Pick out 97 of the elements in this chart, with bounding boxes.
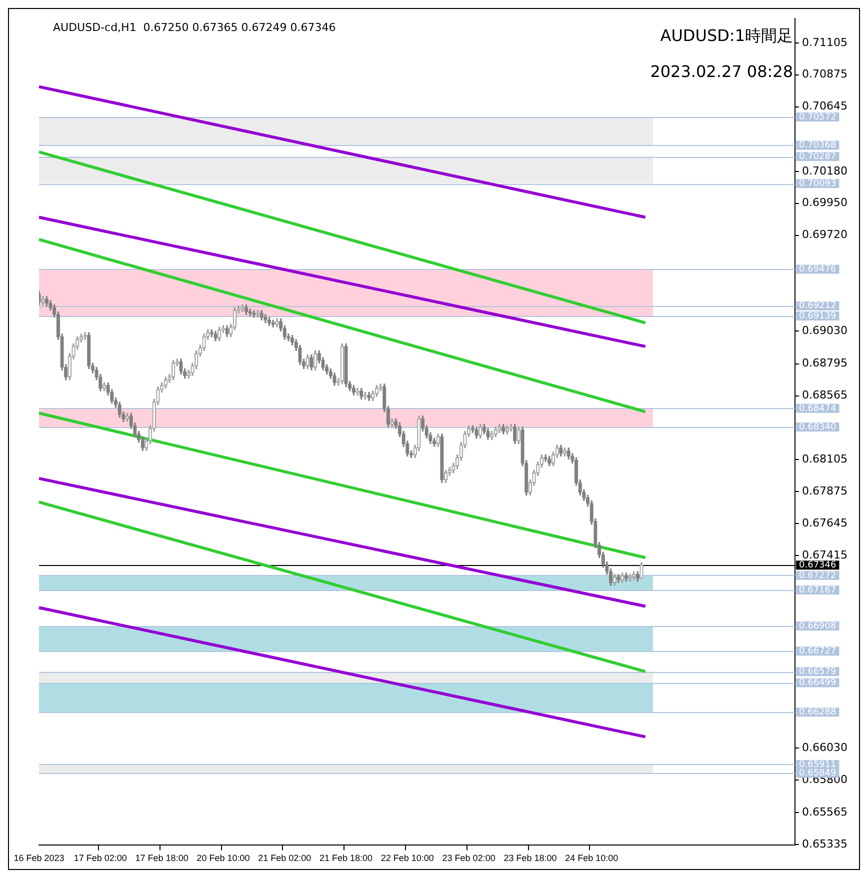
ref-line-label: 0.66288 [799, 707, 836, 718]
ref-line-label: 0.70093 [799, 178, 836, 189]
annotation: AUDUSD-cd,H1 0.67250 0.67365 0.67249 0.67346 [53, 20, 336, 34]
y-tick-label: 0.69030 [802, 324, 848, 338]
candlestick [214, 330, 218, 342]
ref-line-label: 0.66908 [799, 621, 836, 632]
candlestick [505, 425, 510, 434]
x-tick-label: 23 Feb 02:00 [442, 853, 496, 864]
candlestick [548, 456, 552, 466]
ref-line-label: 0.67346 [799, 560, 836, 570]
candlestick [244, 304, 248, 315]
x-tick-label: 17 Feb 18:00 [135, 853, 188, 864]
candlestick [390, 418, 394, 428]
ref-line-label: 0.67272 [799, 570, 836, 581]
candlestick [248, 308, 252, 316]
text: 2023.02.27 08:28 [650, 62, 793, 81]
ref-line-label: 0.70572 [799, 112, 836, 122]
y-tick-label: 0.65565 [802, 805, 848, 818]
candlestick [356, 388, 360, 396]
y-tick-label: 0.66030 [802, 740, 848, 754]
ref-line-label: 0.66499 [799, 678, 836, 688]
text: AUDUSD:1時間足 [660, 26, 793, 45]
x-tick-label: 20 Feb 10:00 [196, 853, 250, 864]
candlestick [612, 574, 616, 586]
candlestick [344, 343, 348, 388]
ref-line-label: 0.66727 [799, 646, 836, 656]
candlestick [544, 454, 548, 462]
candlestick [636, 571, 640, 582]
candlestick [218, 326, 222, 342]
y-tick-label: 0.65335 [802, 837, 848, 850]
y-tick-label: 0.69950 [802, 196, 848, 210]
candlestick [267, 316, 272, 326]
candlestick [509, 424, 513, 432]
x-tick-label: 16 Feb 2023 [14, 853, 64, 864]
candlestick [486, 428, 490, 440]
y-tick-label: 0.68565 [802, 388, 848, 402]
candlestick [306, 354, 310, 370]
candlestick [516, 426, 521, 444]
candlestick [310, 354, 314, 370]
candlestick [271, 320, 275, 328]
candlestick [264, 314, 268, 324]
ref-line-label: 0.67167 [799, 585, 836, 596]
candlestick [616, 574, 620, 583]
ref-line-label: 0.68340 [799, 422, 836, 432]
ref-line-label: 0.69139 [799, 311, 836, 322]
x-tick-label: 21 Feb 02:00 [258, 853, 312, 864]
candlestick [474, 426, 478, 438]
candlestick [490, 430, 494, 440]
candlestick [559, 444, 563, 457]
candlestick [102, 382, 106, 392]
candlestick [624, 572, 628, 582]
x-tick-label: 17 Feb 02:00 [74, 853, 127, 864]
candlestick [87, 332, 91, 370]
ref-line-label: 0.70368 [799, 140, 836, 151]
ref-line-label: 0.69212 [799, 301, 836, 312]
y-tick-label: 0.69720 [802, 228, 848, 242]
y-tick-label: 0.70180 [802, 164, 848, 178]
candlestick [179, 358, 183, 375]
candlestick [340, 343, 344, 384]
candlestick [513, 424, 517, 444]
y-tick-label: 0.68795 [802, 356, 848, 370]
candlestick [275, 318, 279, 328]
y-tick-label: 0.67645 [802, 516, 848, 530]
ref-line-label: 0.65911 [799, 760, 836, 770]
y-tick-label: 0.67875 [802, 484, 848, 498]
x-tick-label: 22 Feb 10:00 [380, 853, 434, 864]
candlestick [494, 426, 498, 438]
candlestick [332, 372, 336, 386]
candlestick [640, 562, 644, 579]
candlestick [628, 574, 632, 582]
candlestick [632, 571, 636, 580]
y-tick-label: 0.67415 [802, 548, 848, 562]
candlestick [118, 402, 122, 418]
candlestick [498, 424, 502, 433]
candlestick [171, 360, 176, 380]
y-tick-label: 0.68105 [802, 452, 848, 466]
x-tick-label: 24 Feb 10:00 [565, 853, 618, 864]
ref-line-label: 0.70287 [799, 152, 836, 162]
ref-line-label: 0.69476 [799, 264, 836, 275]
candlestick [360, 388, 364, 400]
candlestick [502, 424, 506, 434]
ref-line-label: 0.66579 [799, 667, 836, 678]
candlestick [41, 296, 45, 306]
x-tick-label: 23 Feb 18:00 [504, 853, 557, 864]
candlestick [225, 325, 229, 338]
candlestick [260, 310, 264, 320]
y-tick-label: 0.71105 [802, 36, 848, 49]
candlestick [313, 350, 318, 370]
y-tick-label: 0.70645 [802, 100, 848, 113]
y-tick-label: 0.70875 [802, 68, 848, 81]
candlestick [562, 448, 567, 457]
candlestick [125, 412, 130, 422]
x-tick-label: 21 Feb 18:00 [319, 853, 373, 864]
candlestick [478, 424, 482, 438]
ref-line-label: 0.68474 [799, 404, 836, 414]
candlestick [83, 332, 87, 340]
candlestick [440, 434, 444, 483]
